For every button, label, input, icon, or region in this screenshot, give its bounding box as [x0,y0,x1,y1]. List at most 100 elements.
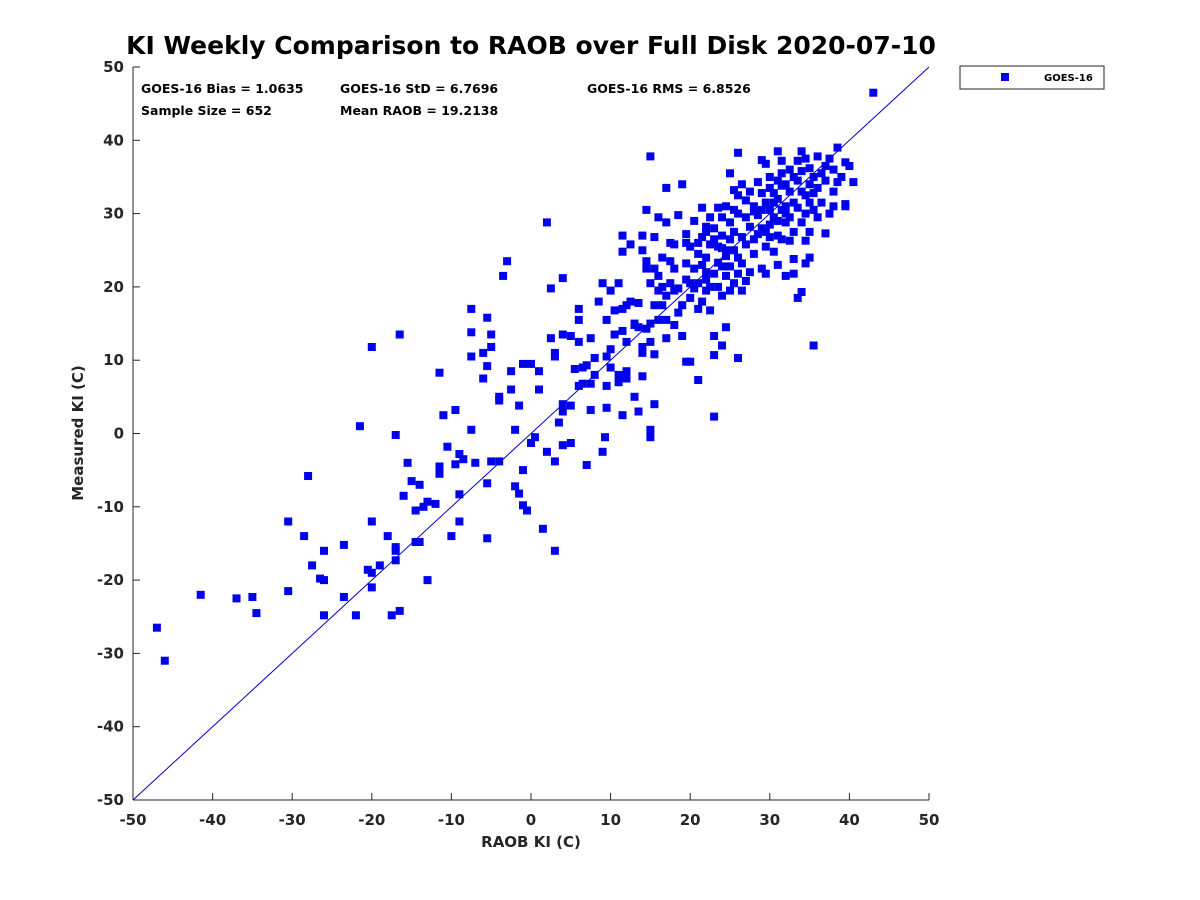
data-point [706,213,715,222]
data-point [734,148,742,157]
data-point [765,205,774,214]
data-point [367,517,376,526]
data-point [813,152,822,161]
data-point [467,352,476,361]
data-point [690,264,699,273]
data-point [789,269,798,278]
data-point [320,611,328,620]
data-point [284,587,293,596]
data-point [825,209,834,218]
data-point [487,330,496,339]
data-point [642,257,651,266]
data-point [761,159,770,168]
data-point [503,257,512,266]
data-point [483,479,492,488]
stat-bias: GOES-16 Bias = 1.0635 [141,81,303,96]
data-point [531,433,539,442]
data-point [789,198,798,207]
x-tick-label: 40 [839,811,860,829]
data-point [431,499,440,508]
data-point [527,359,535,368]
data-point [511,482,520,491]
data-point [666,279,675,288]
data-point [638,372,647,381]
data-point [674,284,683,293]
data-point [678,301,687,310]
data-point [734,269,742,278]
data-point [745,268,754,277]
data-point [515,401,524,410]
data-point [801,209,810,218]
data-point [714,282,723,291]
data-point [694,279,703,288]
data-point [606,286,615,295]
data-point [602,403,611,412]
data-point [495,457,504,466]
data-point [718,213,726,222]
data-point [622,367,631,376]
data-point [785,236,794,245]
data-point [662,334,671,343]
data-point [777,169,786,178]
data-point [646,279,655,288]
data-point [841,202,850,211]
data-point [726,235,734,244]
data-point [642,205,651,214]
data-point [741,213,750,222]
data-point [710,351,719,360]
data-point [801,191,810,200]
data-point [550,352,559,361]
data-point [459,455,468,464]
data-point [749,202,758,211]
reference-line [132,66,930,801]
data-point [817,198,826,207]
data-point [618,231,627,240]
data-point [706,240,715,249]
x-tick-label: 50 [919,811,940,829]
data-point [686,279,695,288]
data-point [423,576,432,585]
data-point [606,345,615,354]
data-point [304,472,313,480]
data-point [574,304,583,313]
data-point [467,425,476,434]
data-point [248,593,257,601]
data-point [686,357,695,366]
data-point [737,286,746,295]
data-point [566,439,575,447]
data-point [809,189,818,198]
data-point [391,556,400,565]
data-point [610,330,619,339]
data-point [793,203,802,212]
data-point [730,227,738,236]
data-point [538,524,547,533]
data-point [773,176,782,185]
data-point [519,501,527,510]
data-point [690,284,699,293]
data-point [698,260,707,269]
y-tick-label: 50 [103,58,124,76]
data-point [805,253,814,262]
data-point [558,274,567,283]
data-point [618,326,627,335]
data-point [558,441,567,450]
data-point [542,218,551,227]
data-point [734,209,742,218]
data-point [614,370,623,379]
data-point [622,337,631,346]
data-point [730,246,738,255]
data-point [586,406,595,414]
data-point [479,348,488,357]
data-point [789,227,798,236]
data-point [566,332,575,340]
data-point [690,216,699,225]
data-point [483,534,492,543]
data-point [686,242,695,251]
data-point [734,354,742,362]
data-point [602,315,611,324]
data-point [399,491,408,500]
data-point [710,332,719,340]
data-point [765,220,774,229]
data-point [745,222,754,231]
